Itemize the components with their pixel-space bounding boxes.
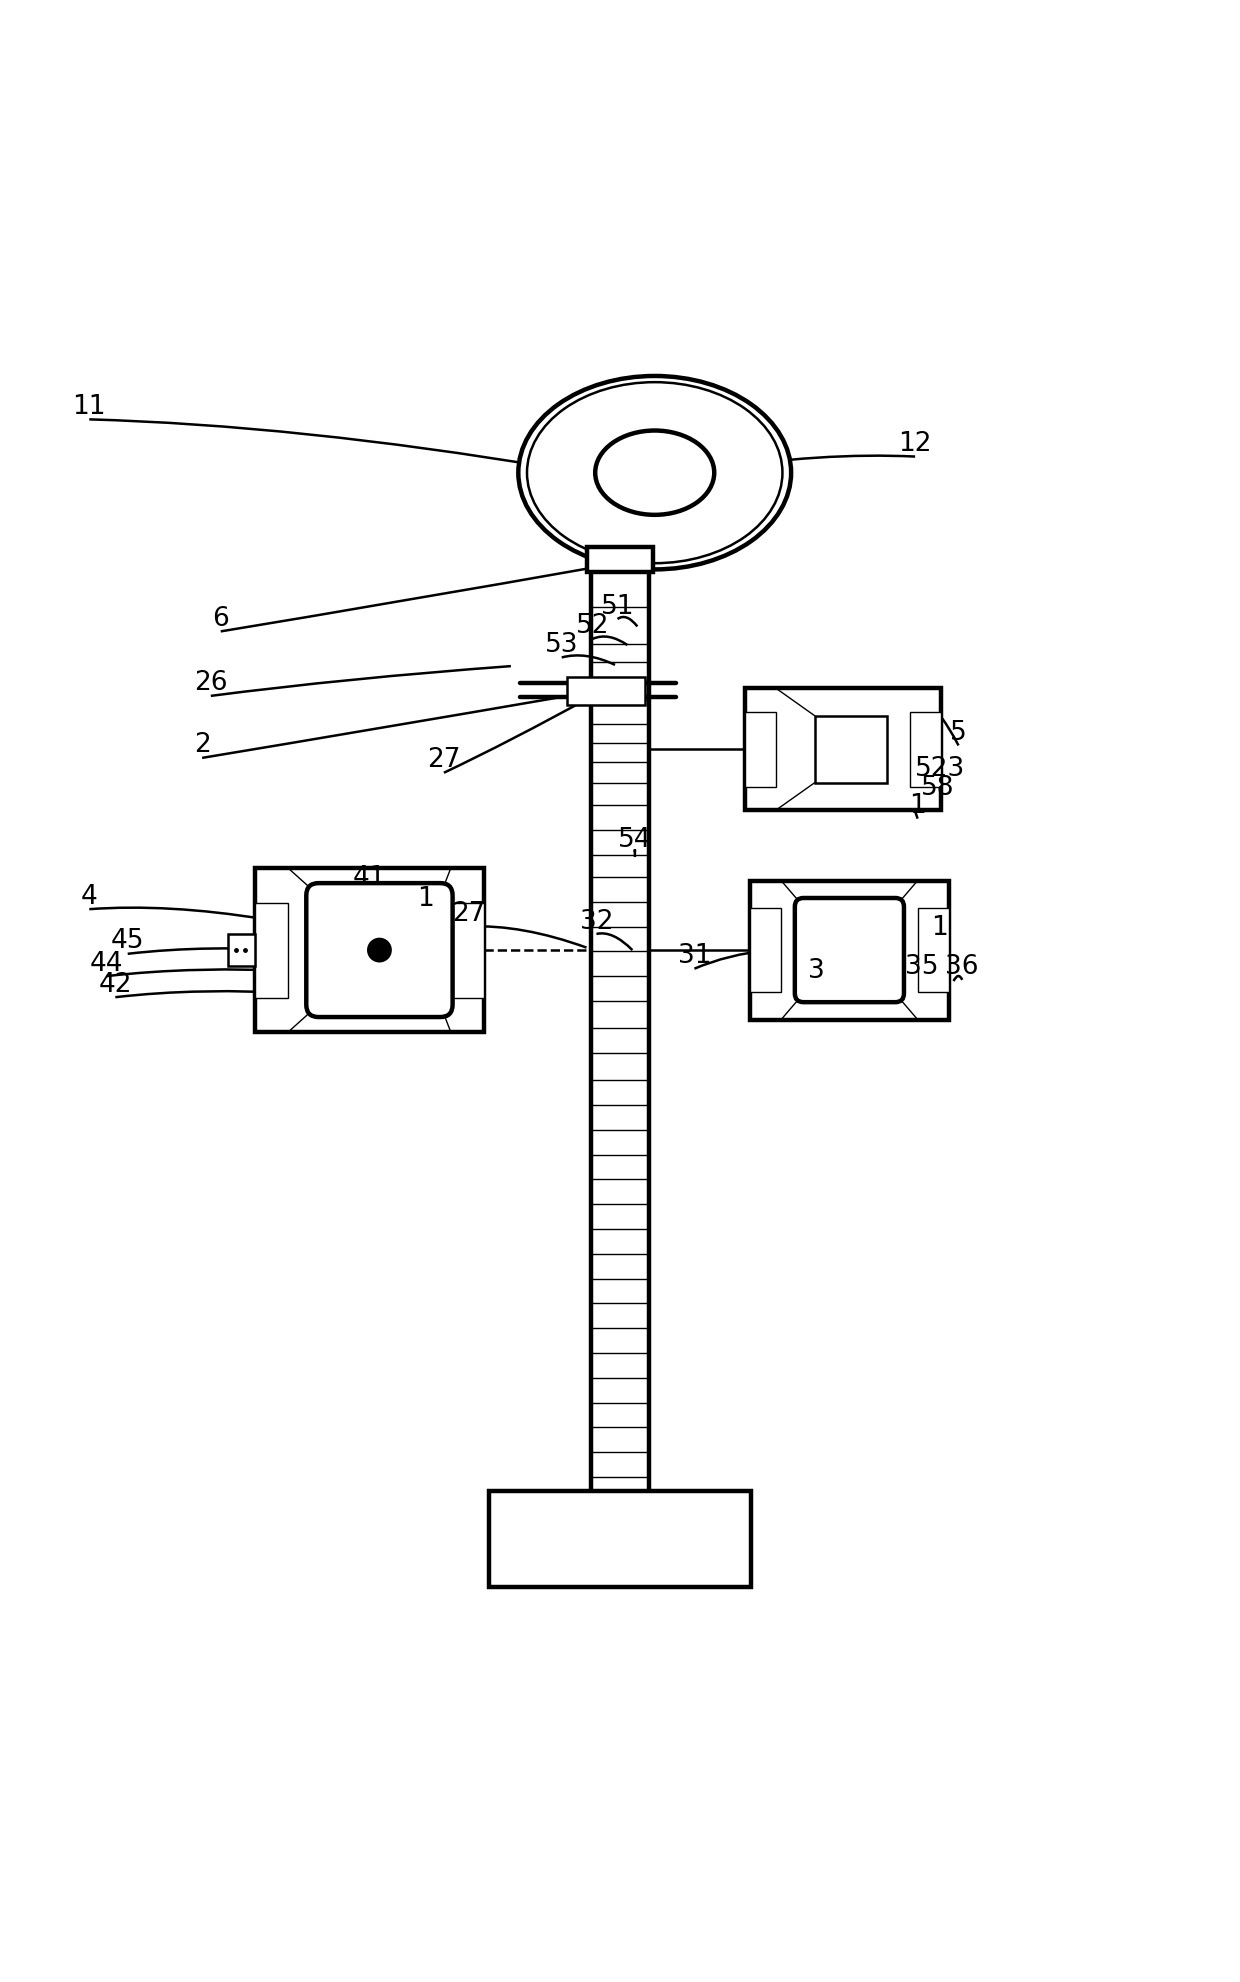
Bar bbox=[228, 934, 255, 965]
Text: 44: 44 bbox=[89, 951, 124, 977]
Bar bbox=[745, 712, 776, 787]
Text: 12: 12 bbox=[898, 432, 932, 458]
Text: 1: 1 bbox=[931, 916, 949, 941]
Bar bbox=[255, 868, 484, 1033]
Ellipse shape bbox=[518, 377, 791, 569]
Bar bbox=[450, 902, 484, 997]
Text: 35: 35 bbox=[904, 955, 939, 981]
Text: 4: 4 bbox=[81, 884, 98, 910]
Text: 1: 1 bbox=[909, 793, 926, 819]
Text: 53: 53 bbox=[544, 632, 579, 658]
Bar bbox=[745, 688, 941, 811]
Bar bbox=[918, 908, 949, 991]
Bar bbox=[587, 547, 653, 573]
Text: 54: 54 bbox=[618, 826, 652, 852]
Ellipse shape bbox=[595, 430, 714, 515]
Bar bbox=[750, 880, 949, 1019]
Text: 42: 42 bbox=[98, 971, 133, 997]
Text: 11: 11 bbox=[72, 394, 107, 420]
Text: 523: 523 bbox=[915, 755, 965, 783]
Text: 41: 41 bbox=[352, 866, 387, 892]
Text: 1: 1 bbox=[417, 886, 434, 912]
Text: 3: 3 bbox=[807, 957, 825, 985]
Text: 32: 32 bbox=[579, 908, 614, 936]
FancyBboxPatch shape bbox=[306, 884, 453, 1017]
Text: 51: 51 bbox=[600, 593, 635, 620]
Text: 5: 5 bbox=[950, 719, 967, 745]
Bar bbox=[255, 902, 288, 997]
FancyBboxPatch shape bbox=[795, 898, 904, 1003]
Circle shape bbox=[368, 939, 391, 961]
Text: 58: 58 bbox=[920, 775, 955, 801]
Text: 27: 27 bbox=[451, 902, 486, 928]
Text: 36: 36 bbox=[945, 955, 980, 981]
Bar bbox=[750, 908, 781, 991]
Text: 31: 31 bbox=[677, 943, 712, 969]
Text: 45: 45 bbox=[110, 928, 145, 955]
Text: 52: 52 bbox=[575, 614, 610, 640]
Bar bbox=[567, 678, 645, 704]
Bar bbox=[910, 712, 941, 787]
Bar bbox=[489, 1490, 751, 1588]
Ellipse shape bbox=[527, 383, 782, 563]
Text: 26: 26 bbox=[193, 670, 228, 696]
Text: 2: 2 bbox=[193, 733, 211, 759]
Bar bbox=[815, 716, 887, 783]
Text: 6: 6 bbox=[212, 606, 229, 632]
Text: 27: 27 bbox=[427, 747, 461, 773]
